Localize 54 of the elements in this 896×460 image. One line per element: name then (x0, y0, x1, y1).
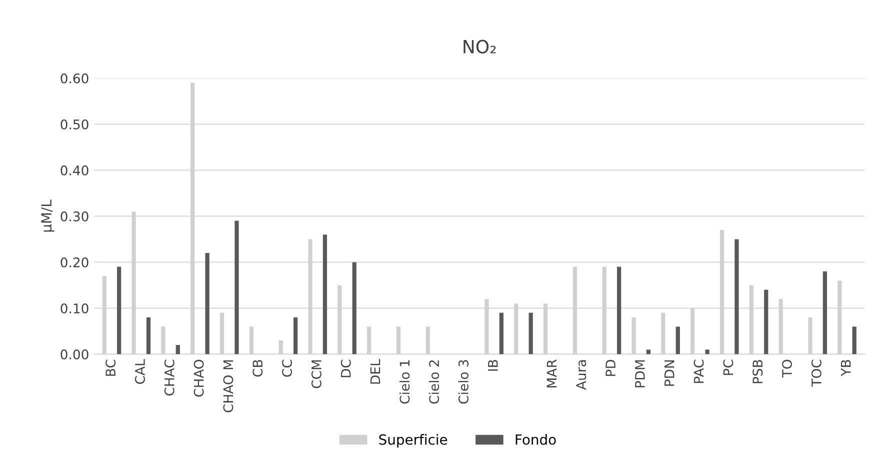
y-tick-label: 0.60 (60, 73, 88, 84)
x-tick-label: TO (782, 360, 792, 378)
x-tick-label: CAL (134, 359, 145, 384)
bar (117, 266, 122, 354)
bar (852, 326, 856, 354)
x-tick-label: PAC (694, 360, 704, 383)
bar (617, 266, 622, 354)
x-tick-label: CHAC (164, 360, 174, 396)
bar (822, 271, 827, 354)
x-tick-label: IB (488, 360, 498, 371)
bar (176, 345, 180, 354)
x-tick-label: Cielo 1 (399, 360, 410, 404)
bar (528, 312, 533, 354)
x-tick-label: PSB (752, 360, 763, 384)
y-tick-label: 0.00 (60, 349, 88, 360)
x-tick-label: CB (252, 360, 263, 377)
x-tick-label: CHAO (194, 360, 204, 397)
x-tick-label: PDM (635, 360, 645, 388)
x-tick-label: CC (282, 360, 292, 377)
bar (705, 350, 710, 354)
y-tick-label: 0.50 (60, 119, 88, 130)
bar (293, 317, 298, 354)
bar (764, 290, 768, 354)
bar (205, 253, 210, 354)
y-axis-title: µM/L (41, 200, 54, 232)
bar (322, 234, 328, 354)
x-tick-label: CCM (311, 360, 322, 388)
y-tick-label: 0.10 (60, 303, 88, 314)
x-tick-label: MAR (546, 359, 557, 388)
x-tick-label: Cielo 3 (458, 360, 468, 404)
chart-title: NO₂ (464, 40, 496, 54)
x-tick-label: TOC (811, 360, 822, 387)
x-tick-label: DEL (370, 359, 380, 384)
x-tick-label: PD (606, 360, 616, 376)
bar (646, 350, 651, 354)
x-tick-label: Cielo 2 (428, 360, 440, 404)
x-tick-label: YB (841, 360, 851, 376)
legend-label: Fondo (516, 434, 556, 445)
x-tick-label: BC (106, 360, 116, 376)
x-tick-label: PC (723, 360, 734, 375)
legend-label: Superficie (379, 434, 448, 448)
x-tick-label: DC (340, 360, 351, 378)
bar (734, 239, 739, 354)
x-tick-label: Aura (576, 360, 586, 390)
bar (234, 220, 239, 354)
y-tick-label: 0.20 (60, 257, 88, 268)
y-tick-label: 0.40 (60, 165, 88, 176)
x-tick-label: CHAO M (223, 360, 234, 412)
bar (676, 326, 680, 354)
x-tick-label: PDN (664, 360, 674, 386)
bar (352, 262, 356, 354)
bar (146, 317, 151, 354)
bar (499, 312, 504, 354)
y-tick-label: 0.30 (60, 211, 88, 222)
